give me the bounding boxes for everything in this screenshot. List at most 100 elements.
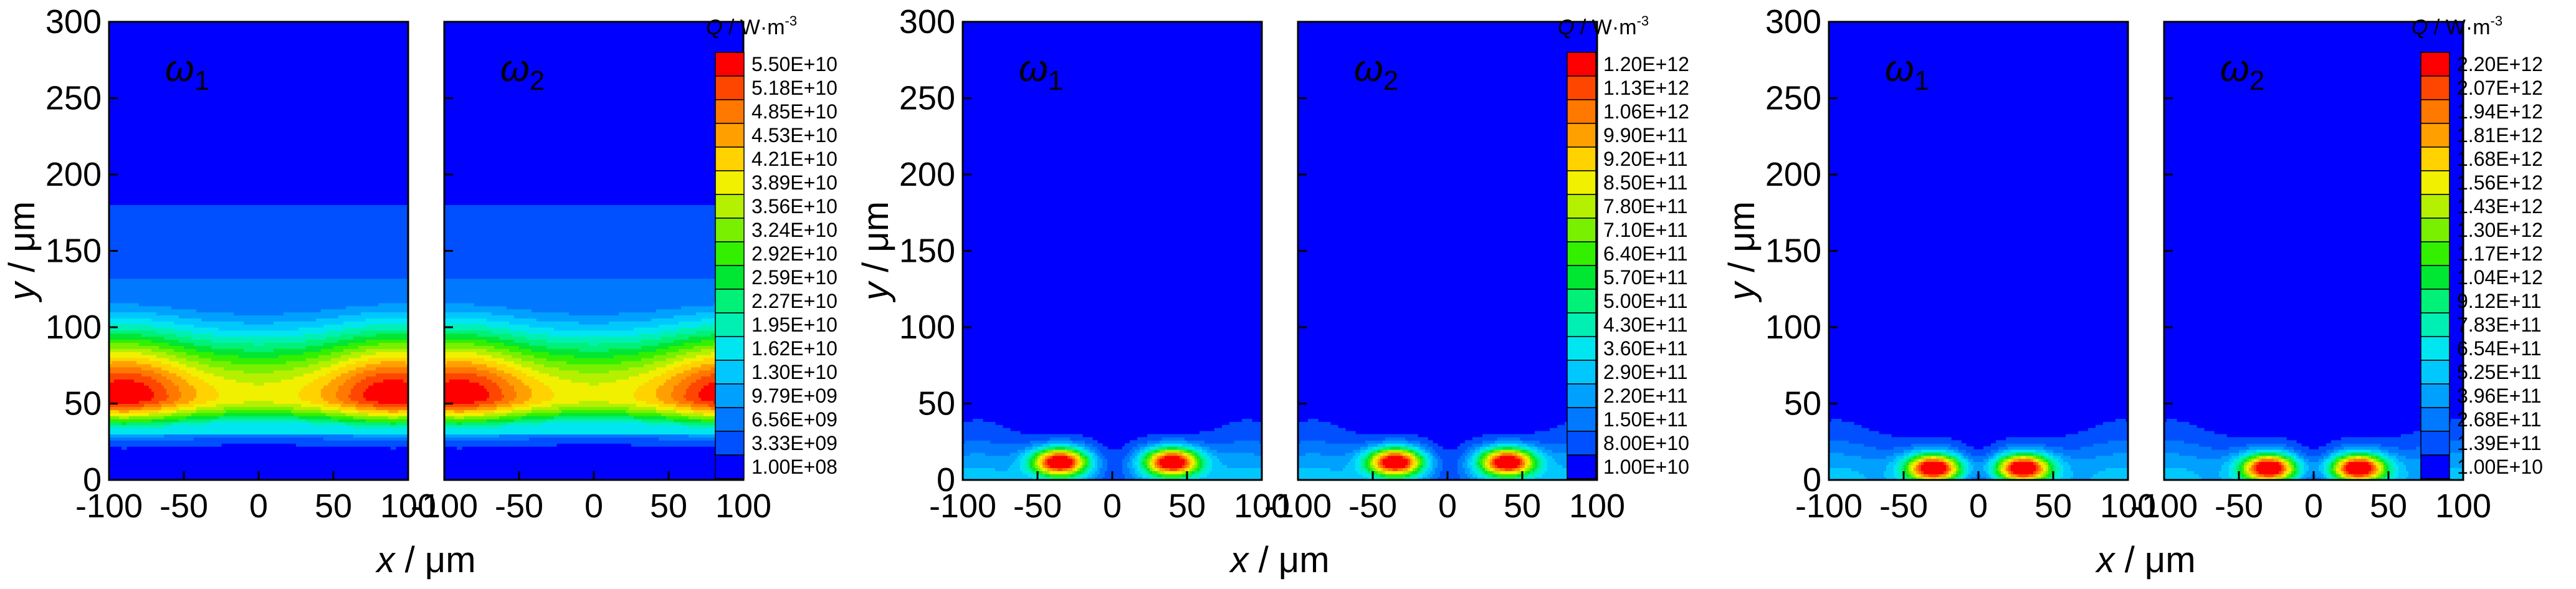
contour-cell	[149, 257, 152, 261]
contour-cell	[246, 223, 249, 227]
contour-cell	[199, 287, 202, 291]
contour-cell	[211, 370, 214, 374]
contour-cell	[209, 221, 212, 224]
contour-cell	[164, 348, 167, 352]
contour-cell	[194, 229, 197, 233]
contour-cell	[241, 388, 244, 392]
contour-cell	[131, 211, 135, 215]
contour-cell	[169, 269, 172, 273]
contour-cell	[114, 275, 117, 279]
contour-cell	[221, 248, 224, 252]
contour-cell	[209, 340, 212, 343]
contour-cell	[226, 214, 229, 218]
contour-cell	[124, 327, 127, 331]
contour-cell	[129, 290, 132, 294]
contour-cell	[122, 239, 125, 242]
contour-cell	[176, 321, 179, 325]
contour-cell	[171, 290, 174, 294]
contour-cell	[221, 345, 224, 349]
contour-cell	[194, 425, 197, 429]
contour-cell	[229, 309, 232, 313]
contour-cell	[119, 413, 122, 416]
contour-cell	[166, 218, 169, 221]
contour-cell	[174, 218, 177, 221]
contour-cell	[229, 337, 232, 340]
contour-cell	[206, 340, 209, 343]
contour-cell	[241, 364, 244, 368]
contour-cell	[206, 315, 209, 318]
contour-cell	[264, 324, 267, 328]
contour-cell	[159, 437, 162, 441]
contour-cell	[184, 401, 187, 405]
contour-cell	[181, 440, 184, 444]
contour-cell	[214, 275, 217, 279]
contour-cell	[206, 272, 209, 276]
contour-cell	[179, 284, 182, 288]
contour-cell	[154, 413, 157, 416]
contour-cell	[216, 373, 219, 377]
contour-cell	[194, 226, 197, 230]
contour-cell	[216, 223, 219, 227]
contour-cell	[251, 223, 254, 227]
contour-cell	[236, 211, 239, 215]
contour-cell	[214, 229, 217, 233]
contour-cell	[186, 382, 189, 386]
contour-cell	[236, 318, 239, 322]
contour-cell	[144, 373, 147, 377]
contour-cell	[184, 218, 187, 221]
contour-cell	[139, 434, 142, 438]
contour-cell	[254, 321, 257, 325]
contour-cell	[179, 229, 182, 233]
contour-cell	[204, 385, 207, 389]
contour-cell	[196, 425, 199, 429]
contour-cell	[254, 266, 257, 270]
contour-cell	[256, 248, 259, 252]
contour-cell	[206, 254, 209, 257]
contour-cell	[256, 337, 259, 340]
contour-cell	[249, 318, 252, 322]
contour-cell	[149, 355, 152, 358]
contour-cell	[219, 352, 222, 355]
contour-cell	[246, 398, 249, 401]
contour-cell	[169, 257, 172, 261]
contour-cell	[244, 425, 247, 429]
contour-cell	[129, 279, 132, 282]
contour-cell	[124, 242, 127, 246]
contour-cell	[231, 205, 234, 209]
contour-cell	[211, 236, 214, 239]
contour-cell	[126, 248, 130, 252]
contour-cell	[214, 245, 217, 249]
contour-cell	[169, 391, 172, 395]
contour-cell	[149, 282, 152, 285]
contour-cell	[154, 297, 157, 300]
contour-cell	[181, 340, 184, 343]
contour-cell	[206, 290, 209, 294]
contour-cell	[191, 239, 194, 242]
contour-cell	[209, 425, 212, 429]
contour-cell	[261, 409, 264, 413]
contour-cell	[259, 254, 262, 257]
contour-cell	[151, 401, 155, 405]
contour-cell	[129, 300, 132, 304]
contour-cell	[211, 413, 214, 416]
contour-cell	[119, 232, 122, 236]
contour-cell	[209, 309, 212, 313]
contour-cell	[186, 434, 189, 438]
contour-cell	[199, 406, 202, 410]
contour-cell	[159, 337, 162, 340]
contour-cell	[131, 309, 135, 313]
contour-cell	[141, 294, 145, 297]
contour-cell	[204, 340, 207, 343]
contour-cell	[166, 297, 169, 300]
contour-cell	[211, 221, 214, 224]
contour-cell	[159, 297, 162, 300]
contour-cell	[196, 287, 199, 291]
contour-cell	[224, 269, 227, 273]
contour-cell	[126, 245, 130, 249]
contour-cell	[251, 211, 254, 215]
contour-cell	[129, 260, 132, 264]
contour-cell	[181, 409, 184, 413]
contour-cell	[179, 327, 182, 331]
contour-cell	[139, 352, 142, 355]
contour-cell	[246, 300, 249, 304]
